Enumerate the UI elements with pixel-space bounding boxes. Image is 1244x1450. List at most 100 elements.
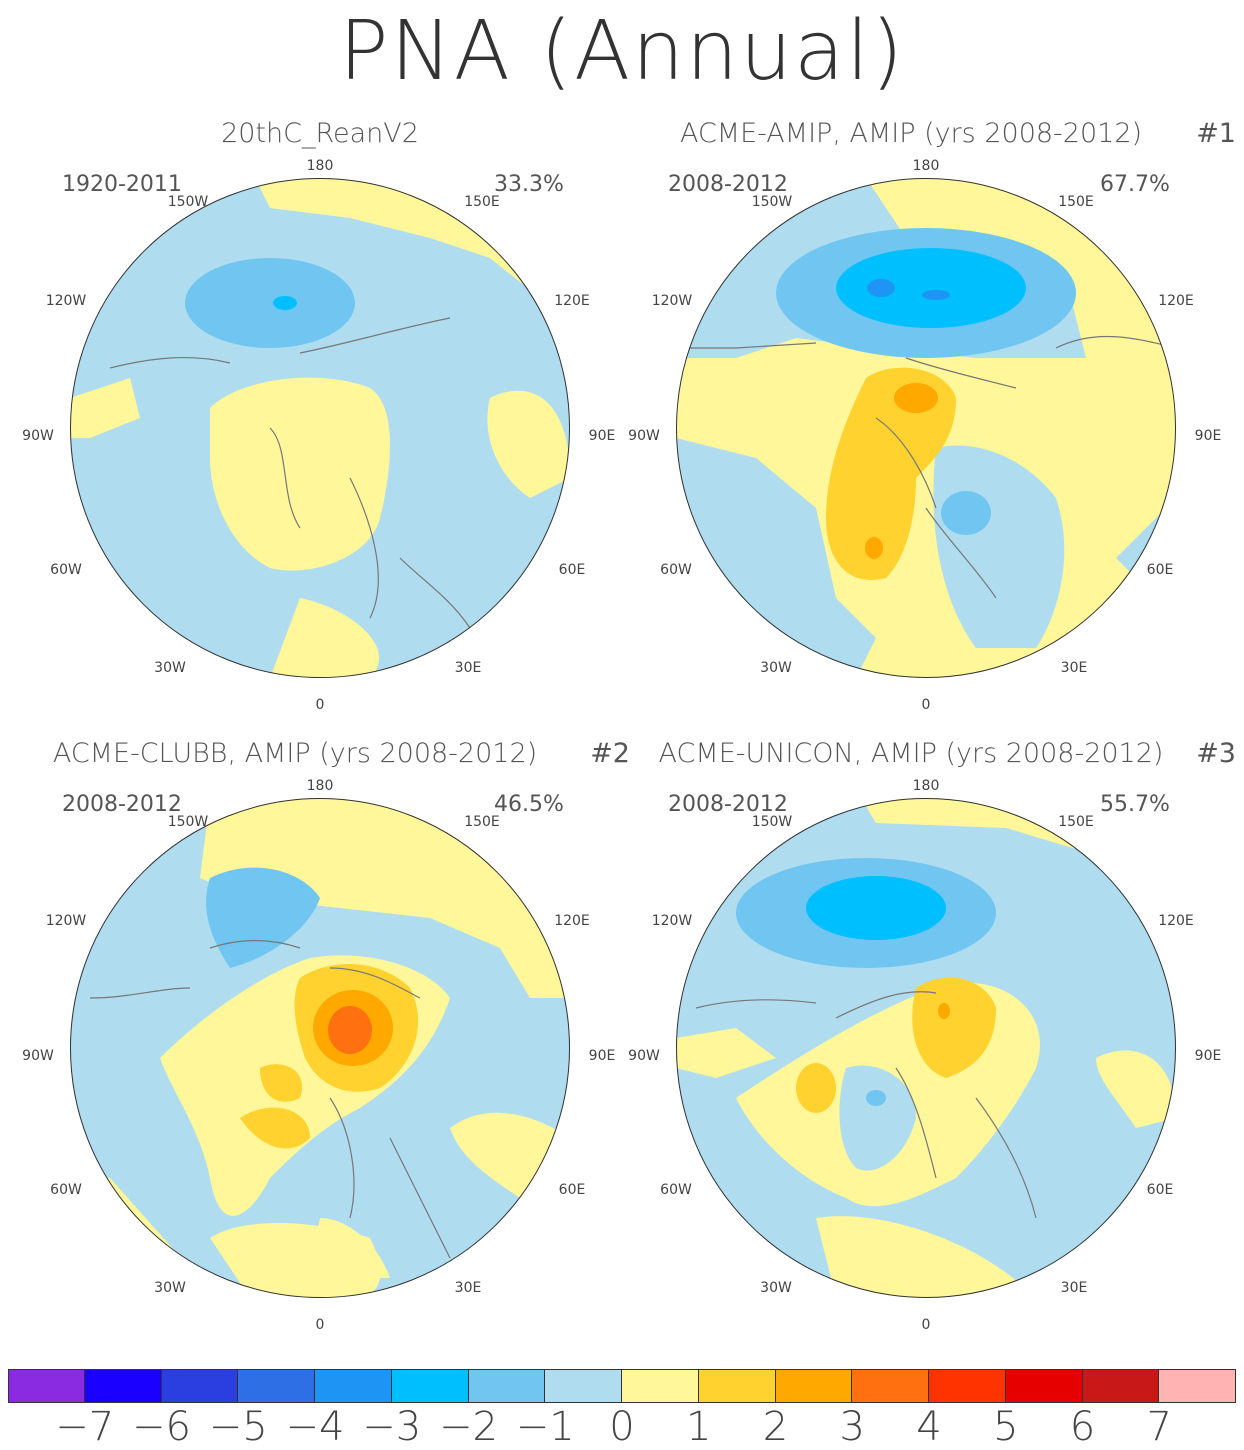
lon-label: 150W <box>751 194 793 210</box>
colorbar-cell <box>315 1369 392 1403</box>
colorbar-tick-label: 6 <box>1069 1404 1096 1450</box>
lon-label: 90W <box>628 1048 660 1064</box>
lon-label: 30W <box>760 1280 792 1296</box>
colorbar-cell <box>775 1369 853 1403</box>
panel-percent: 33.3% <box>494 172 564 197</box>
colorbar-cell <box>622 1369 699 1403</box>
colorbar-tick-label: −3 <box>362 1404 422 1450</box>
lon-label: 90W <box>628 428 660 444</box>
lon-label: 150E <box>464 814 500 830</box>
lon-label: 150W <box>167 814 209 830</box>
panel-period: 2008-2012 <box>62 792 182 817</box>
colorbar-tick-label: −1 <box>515 1404 575 1450</box>
lon-label: 30E <box>454 660 482 676</box>
colorbar-tick-label: −6 <box>132 1404 191 1450</box>
colorbar-cell <box>1082 1369 1160 1403</box>
lon-label: 60W <box>660 562 692 578</box>
lon-label: 120W <box>45 913 87 929</box>
lon-label: 90E <box>588 428 616 444</box>
lon-label: 60W <box>50 562 82 578</box>
map-panel-2: ACME-AMIP, AMIP (yrs 2008-2012) #1 2008-… <box>616 118 1236 718</box>
lon-label: 180 <box>306 158 334 174</box>
lon-label: 0 <box>315 1317 325 1333</box>
lon-label: 30E <box>1060 660 1088 676</box>
lon-label: 60E <box>558 562 586 578</box>
panel-period: 2008-2012 <box>668 792 788 817</box>
lon-label: 120E <box>554 913 590 929</box>
colorbar-cell <box>391 1369 469 1403</box>
colorbar-tick-label: 3 <box>839 1404 865 1450</box>
panel-number: #2 <box>590 738 630 769</box>
lon-label: 120W <box>651 913 693 929</box>
lon-label: 150E <box>1058 814 1094 830</box>
colorbar-cell <box>161 1369 239 1403</box>
colorbar-cell <box>1159 1369 1236 1403</box>
polar-map <box>676 178 1176 678</box>
lon-label: 60W <box>50 1182 82 1198</box>
polar-map <box>676 798 1176 1298</box>
colorbar-tick-label: 5 <box>993 1404 1019 1450</box>
lon-label: 150E <box>464 194 500 210</box>
lon-label: 180 <box>912 158 940 174</box>
colorbar-tick-label: −4 <box>285 1404 345 1450</box>
map-panel-4: ACME-UNICON, AMIP (yrs 2008-2012) #3 200… <box>616 738 1236 1338</box>
colorbar-tick-label: 4 <box>916 1404 942 1450</box>
panel-number: #3 <box>1196 738 1236 769</box>
map-panel-1: 20thC_ReanV2 1920-2011 33.3% 180 150W 15… <box>10 118 630 718</box>
colorbar-cell <box>8 1369 85 1403</box>
colorbar-cell <box>1005 1369 1083 1403</box>
lon-label: 30W <box>760 660 792 676</box>
polar-map <box>70 798 570 1298</box>
colorbar-tick-label: −2 <box>439 1404 498 1450</box>
panel-period: 1920-2011 <box>62 172 182 197</box>
map-panel-3: ACME-CLUBB, AMIP (yrs 2008-2012) #2 2008… <box>10 738 630 1338</box>
colorbar-cell <box>238 1369 315 1403</box>
lon-label: 0 <box>921 697 931 713</box>
lon-label: 60E <box>1146 562 1174 578</box>
lon-label: 150W <box>751 814 793 830</box>
lon-label: 120W <box>45 293 87 309</box>
colorbar-tick-label: 1 <box>686 1404 712 1450</box>
colorbar-tick-label: 7 <box>1146 1404 1172 1450</box>
lon-label: 60E <box>558 1182 586 1198</box>
page-title: PNA (Annual) <box>339 4 905 99</box>
lon-label: 30E <box>1060 1280 1088 1296</box>
lon-label: 60E <box>1146 1182 1174 1198</box>
lon-label: 30W <box>154 1280 186 1296</box>
panel-period: 2008-2012 <box>668 172 788 197</box>
panel-title: ACME-CLUBB, AMIP (yrs 2008-2012) <box>52 738 538 769</box>
panel-number: #1 <box>1196 118 1236 149</box>
colorbar-cell <box>929 1369 1006 1403</box>
colorbar-cell <box>852 1369 929 1403</box>
lon-label: 120E <box>1158 913 1194 929</box>
lon-label: 30E <box>454 1280 482 1296</box>
colorbar-tick-label: −5 <box>208 1404 268 1450</box>
polar-map <box>70 178 570 678</box>
lon-label: 120E <box>1158 293 1194 309</box>
panel-title: ACME-AMIP, AMIP (yrs 2008-2012) <box>679 118 1143 149</box>
colorbar-cell <box>468 1369 546 1403</box>
colorbar-tick-label: −7 <box>55 1404 115 1450</box>
colorbar-cell <box>698 1369 776 1403</box>
panel-title: 20thC_ReanV2 <box>221 118 419 149</box>
lon-label: 180 <box>306 778 334 794</box>
lon-label: 180 <box>912 778 940 794</box>
colorbar-cell <box>84 1369 162 1403</box>
lon-label: 60W <box>660 1182 692 1198</box>
lon-label: 150E <box>1058 194 1094 210</box>
lon-label: 90E <box>1194 428 1222 444</box>
lon-label: 0 <box>315 697 325 713</box>
lon-label: 150W <box>167 194 209 210</box>
colorbar-tick-label: 0 <box>609 1404 635 1450</box>
lon-label: 90E <box>1194 1048 1222 1064</box>
lon-label: 90W <box>22 428 54 444</box>
panel-title: ACME-UNICON, AMIP (yrs 2008-2012) <box>658 738 1164 769</box>
colorbar-cell <box>545 1369 622 1403</box>
lon-label: 0 <box>921 1317 931 1333</box>
panel-percent: 46.5% <box>494 792 564 817</box>
panel-percent: 55.7% <box>1100 792 1170 817</box>
lon-label: 90E <box>588 1048 616 1064</box>
colorbar <box>8 1369 1236 1403</box>
lon-label: 120E <box>554 293 590 309</box>
lon-label: 120W <box>651 293 693 309</box>
